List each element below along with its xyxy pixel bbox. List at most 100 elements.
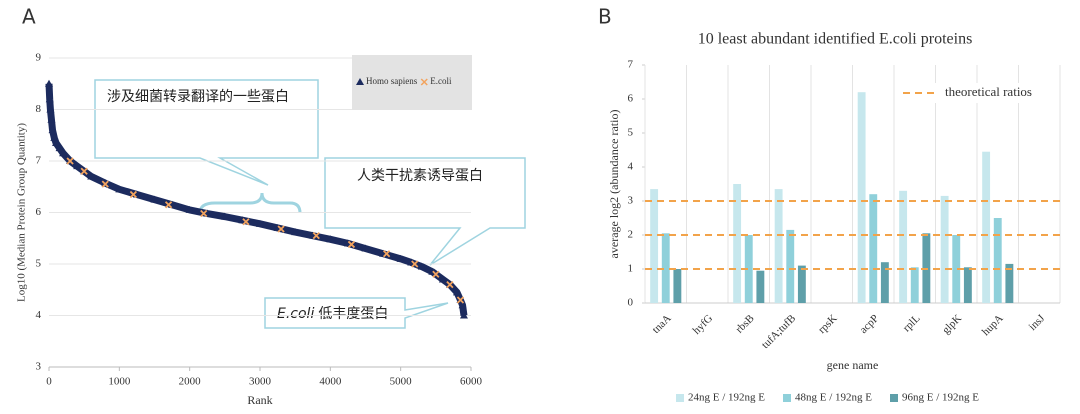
y-tick-label: 7 bbox=[36, 155, 42, 167]
bar bbox=[940, 195, 949, 303]
point bbox=[456, 296, 465, 304]
x-tick-label: tnaA bbox=[650, 312, 674, 336]
point bbox=[452, 288, 461, 296]
legend-marker bbox=[890, 394, 898, 402]
y-tick-label: 4 bbox=[628, 161, 634, 173]
legend-marker bbox=[783, 394, 791, 402]
annotation: 涉及细菌转录翻译的一些蛋白 bbox=[107, 89, 289, 105]
bar bbox=[733, 184, 742, 303]
y-tick-label: 3 bbox=[628, 195, 634, 207]
legend-label: 96ng E / 192ng E bbox=[902, 392, 979, 404]
y-axis-label: average log2 (abundance ratio) bbox=[607, 110, 621, 259]
point bbox=[55, 144, 64, 152]
point bbox=[312, 232, 320, 240]
bar bbox=[899, 190, 908, 303]
bar bbox=[1005, 263, 1014, 303]
bar bbox=[963, 267, 972, 303]
y-tick-label: 6 bbox=[628, 93, 634, 105]
point bbox=[220, 212, 229, 220]
annotation: E.coli bbox=[277, 306, 314, 322]
x-tick-label: 0 bbox=[46, 376, 52, 388]
point bbox=[59, 149, 68, 157]
bar bbox=[756, 270, 765, 303]
y-tick-label: 8 bbox=[36, 103, 42, 115]
legend-label: theoretical ratios bbox=[945, 84, 1032, 99]
point bbox=[411, 260, 419, 268]
bar bbox=[774, 189, 783, 303]
point bbox=[432, 270, 440, 278]
y-tick-label: 4 bbox=[36, 309, 42, 321]
legend-label: 24ng E / 192ng E bbox=[688, 392, 765, 404]
x-tick-label: rplL bbox=[901, 312, 923, 334]
bar bbox=[910, 267, 919, 303]
x-tick-label: acpP bbox=[858, 312, 882, 336]
bar bbox=[661, 233, 670, 303]
y-tick-label: 3 bbox=[36, 361, 42, 373]
point bbox=[80, 167, 88, 175]
point bbox=[164, 201, 173, 209]
x-tick-label: hupA bbox=[980, 312, 1006, 338]
point bbox=[87, 172, 96, 180]
point bbox=[347, 240, 356, 249]
y-tick-label: 2 bbox=[628, 229, 634, 241]
x-axis-label: gene name bbox=[827, 358, 879, 372]
point bbox=[129, 190, 138, 199]
point bbox=[361, 244, 370, 252]
point bbox=[101, 180, 109, 188]
bar bbox=[880, 262, 889, 303]
panel-label: A bbox=[22, 5, 36, 29]
y-tick-label: 1 bbox=[628, 263, 634, 275]
point bbox=[73, 162, 82, 170]
bar bbox=[650, 189, 659, 303]
y-tick-label: 0 bbox=[628, 297, 634, 309]
y-axis-label: Log10 (Median Protein Group Quantity) bbox=[16, 123, 28, 302]
point bbox=[52, 138, 61, 146]
x-tick-label: 4000 bbox=[319, 376, 342, 388]
x-tick-label: 3000 bbox=[249, 376, 272, 388]
bar bbox=[857, 92, 866, 303]
annotation: E.coli 低丰度蛋白 bbox=[277, 306, 388, 322]
point bbox=[343, 239, 352, 247]
point bbox=[101, 179, 110, 187]
point bbox=[242, 218, 250, 226]
point bbox=[382, 250, 391, 258]
x-tick-label: 1000 bbox=[108, 376, 131, 388]
legend-label: Homo sapiens bbox=[366, 76, 418, 86]
bar bbox=[982, 151, 991, 303]
point bbox=[200, 209, 208, 218]
annotation: 低丰度蛋白 bbox=[318, 306, 388, 322]
x-axis-label: Rank bbox=[247, 393, 272, 407]
point bbox=[273, 223, 282, 231]
point bbox=[185, 205, 194, 213]
x-tick-label: 2000 bbox=[179, 376, 202, 388]
bar bbox=[869, 194, 878, 303]
brace bbox=[198, 192, 302, 214]
callout-box bbox=[264, 297, 449, 329]
bar bbox=[673, 269, 682, 303]
y-tick-label: 6 bbox=[36, 206, 42, 218]
y-tick-label: 9 bbox=[36, 52, 42, 64]
x-tick-label: tufA;tufB bbox=[759, 312, 798, 351]
point bbox=[48, 126, 57, 134]
point bbox=[46, 105, 55, 113]
point bbox=[66, 157, 74, 165]
bar bbox=[952, 235, 961, 303]
legend-label: 48ng E / 192ng E bbox=[795, 392, 872, 404]
y-tick-label: 5 bbox=[36, 258, 42, 270]
point bbox=[50, 133, 59, 141]
legend-marker bbox=[356, 78, 364, 85]
point bbox=[115, 185, 124, 193]
x-tick-label: 5000 bbox=[390, 376, 413, 388]
x-tick-label: 6000 bbox=[460, 376, 483, 388]
chart-title: 10 least abundant identified E.coli prot… bbox=[698, 31, 973, 48]
point bbox=[256, 219, 264, 227]
bar bbox=[786, 229, 795, 303]
point bbox=[438, 275, 447, 283]
point bbox=[326, 235, 335, 243]
legend-box bbox=[352, 55, 472, 110]
x-tick-label: rpsK bbox=[816, 312, 840, 336]
point bbox=[45, 79, 53, 87]
bar bbox=[993, 218, 1002, 303]
legend-marker bbox=[676, 394, 684, 402]
